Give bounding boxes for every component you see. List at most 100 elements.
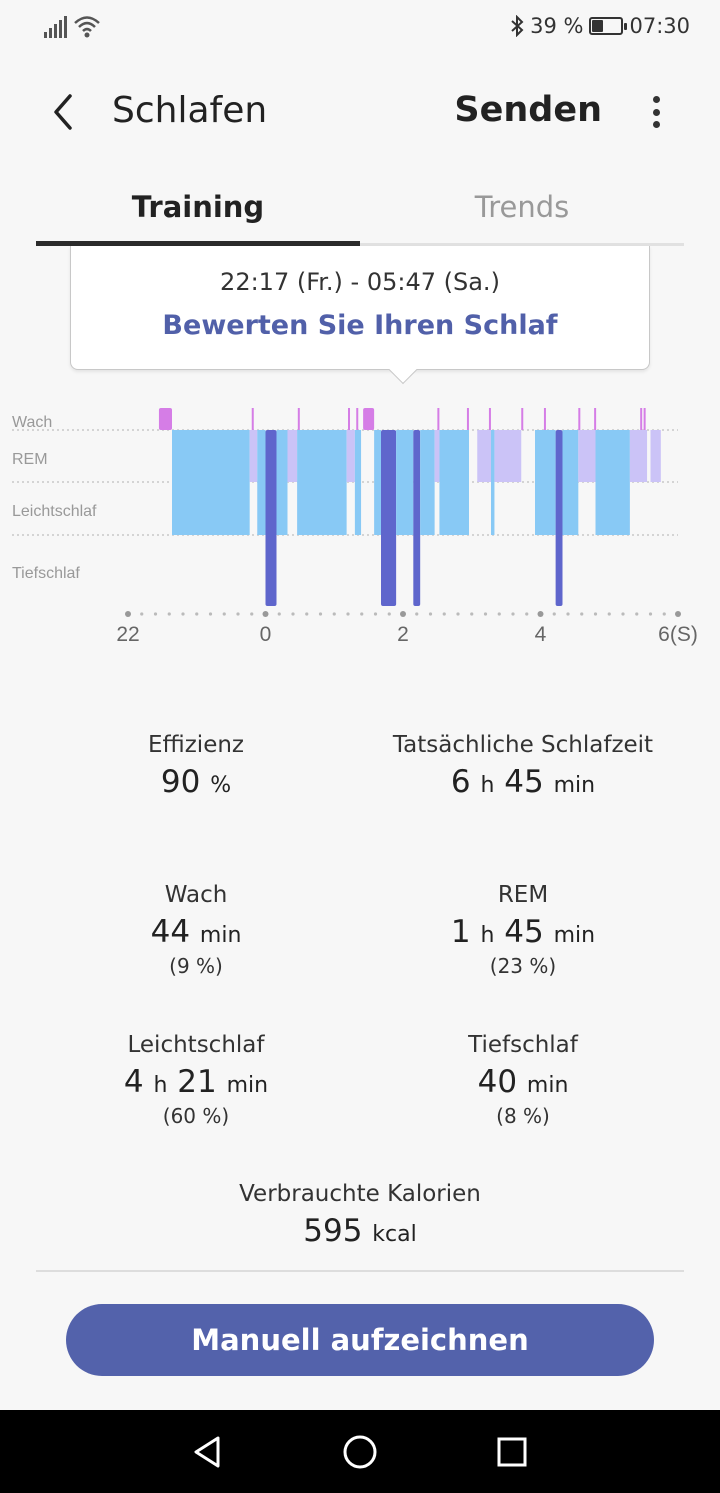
leicht-minutes: 21 xyxy=(177,1064,217,1100)
sleep-segment-leichtschlaf xyxy=(257,430,266,535)
efficiency-unit: % xyxy=(210,773,232,798)
stat-calories: Verbrauchte Kalorien 595 kcal xyxy=(195,1181,525,1249)
stat-wach: Wach 44 min (9 %) xyxy=(31,882,361,978)
sleep-segment-rem xyxy=(434,430,440,482)
leicht-label: Leichtschlaf xyxy=(127,1032,265,1058)
wach-value: 44 min xyxy=(31,914,361,950)
axis-dot xyxy=(153,612,158,616)
stat-leicht: Leichtschlaf 4 h 21 min (60 %) xyxy=(31,1032,361,1128)
wake-marker xyxy=(348,408,350,430)
leicht-percent: (60 %) xyxy=(162,1104,230,1128)
axis-dot xyxy=(580,612,584,616)
sleep-segment-leichtschlaf xyxy=(276,430,288,535)
axis-dot xyxy=(360,612,364,616)
sleep-segment-leichtschlaf xyxy=(535,430,556,535)
axis-dot xyxy=(442,612,446,616)
efficiency-number: 90 xyxy=(160,764,201,800)
rem-minutes: 45 xyxy=(504,914,544,950)
rate-sleep-link[interactable]: Bewerten Sie Ihren Schlaf xyxy=(162,310,558,341)
actual-sleep-h-unit: h xyxy=(480,773,495,798)
x-tick-label: 2 xyxy=(397,623,409,646)
wifi-icon xyxy=(74,16,100,38)
wach-min-unit: min xyxy=(199,923,242,948)
sleep-stage-chart[interactable]: Wach REM Leichtschlaf Tiefschlaf 22 0 2 4 6(S) xyxy=(0,400,720,650)
axis-dot xyxy=(236,612,240,616)
tab-bar: Training Trends xyxy=(36,180,684,246)
axis-dot xyxy=(346,612,350,616)
clock: 07:30 xyxy=(629,14,690,38)
sleep-segment-rem xyxy=(346,430,355,482)
rem-label: REM xyxy=(497,882,549,908)
actual-sleep-min-unit: min xyxy=(553,773,596,798)
sleep-segment-leichtschlaf xyxy=(439,430,469,535)
sleep-segment-tiefschlaf xyxy=(381,430,397,606)
actual-sleep-value: 6 h 45 min xyxy=(358,764,688,800)
wake-marker xyxy=(643,408,646,430)
calories-number: 595 xyxy=(303,1213,363,1249)
wake-marker xyxy=(437,408,440,430)
sleep-segment-rem xyxy=(578,430,596,482)
nav-home-icon[interactable] xyxy=(340,1432,380,1472)
axis-dot xyxy=(648,612,653,616)
send-button[interactable]: Senden xyxy=(454,90,602,130)
more-options-icon[interactable] xyxy=(642,92,670,132)
wake-marker xyxy=(488,408,491,430)
axis-dot xyxy=(222,612,226,616)
nav-recents-icon[interactable] xyxy=(492,1432,532,1472)
actual-sleep-minutes: 45 xyxy=(504,764,544,800)
nav-back-icon[interactable] xyxy=(188,1432,228,1472)
efficiency-label: Effizienz xyxy=(147,732,245,758)
sleep-segment-rem xyxy=(249,430,258,482)
status-bar: 39 % 07:30 xyxy=(0,0,720,56)
sleep-segment-tiefschlaf xyxy=(555,430,563,606)
axis-dot xyxy=(400,611,406,617)
sleep-segment-leichtschlaf xyxy=(297,430,347,535)
axis-dot xyxy=(262,611,269,617)
axis-dot xyxy=(525,612,529,616)
sleep-segment-tiefschlaf xyxy=(413,430,421,606)
stage-label-tiefschlaf: Tiefschlaf xyxy=(12,565,80,582)
stage-label-wach: Wach xyxy=(12,414,52,431)
wake-marker xyxy=(521,408,524,430)
axis-dot xyxy=(415,612,419,616)
calories-value: 595 kcal xyxy=(195,1213,525,1249)
wake-marker xyxy=(594,408,597,430)
back-button[interactable] xyxy=(44,90,84,134)
axis-dot xyxy=(195,612,199,616)
leicht-value: 4 h 21 min xyxy=(31,1064,361,1100)
axis-dot xyxy=(662,612,666,616)
tab-training[interactable]: Training xyxy=(131,190,265,224)
axis-dot xyxy=(497,612,501,616)
stat-tief: Tiefschlaf 40 min (8 %) xyxy=(358,1032,688,1128)
wake-marker xyxy=(251,408,254,430)
wach-minutes: 44 xyxy=(150,914,191,950)
sleep-segment-leichtschlaf xyxy=(562,430,579,535)
rem-value: 1 h 45 min xyxy=(358,914,688,950)
axis-dot xyxy=(181,612,185,616)
tab-trends[interactable]: Trends xyxy=(474,190,570,224)
axis-dot xyxy=(387,612,391,616)
sleep-segment-leichtschlaf xyxy=(354,430,362,535)
actual-sleep-hours: 6 xyxy=(450,764,471,800)
rem-percent: (23 %) xyxy=(489,954,557,978)
page-title: Schlafen xyxy=(112,90,268,131)
leicht-h-unit: h xyxy=(153,1073,168,1098)
sleep-segment-tiefschlaf xyxy=(265,430,277,606)
axis-dot xyxy=(593,612,598,616)
sleep-segment-rem xyxy=(287,430,298,482)
axis-dot xyxy=(291,612,295,616)
app-bar: Schlafen Senden xyxy=(0,72,720,156)
axis-dot xyxy=(277,612,281,616)
sleep-segment-rem xyxy=(477,430,491,482)
wach-label: Wach xyxy=(164,882,228,908)
bluetooth-icon xyxy=(511,15,524,37)
sleep-segment-leichtschlaf xyxy=(396,430,414,535)
manual-record-button[interactable]: Manuell aufzeichnen xyxy=(66,1304,654,1376)
divider xyxy=(36,1270,684,1272)
axis-dot xyxy=(537,611,544,617)
axis-dot xyxy=(483,612,488,616)
axis-dot xyxy=(552,612,556,616)
axis-dot xyxy=(566,612,570,616)
sleep-segment-leichtschlaf xyxy=(595,430,630,535)
sleep-segment-leichtschlaf xyxy=(172,430,250,535)
